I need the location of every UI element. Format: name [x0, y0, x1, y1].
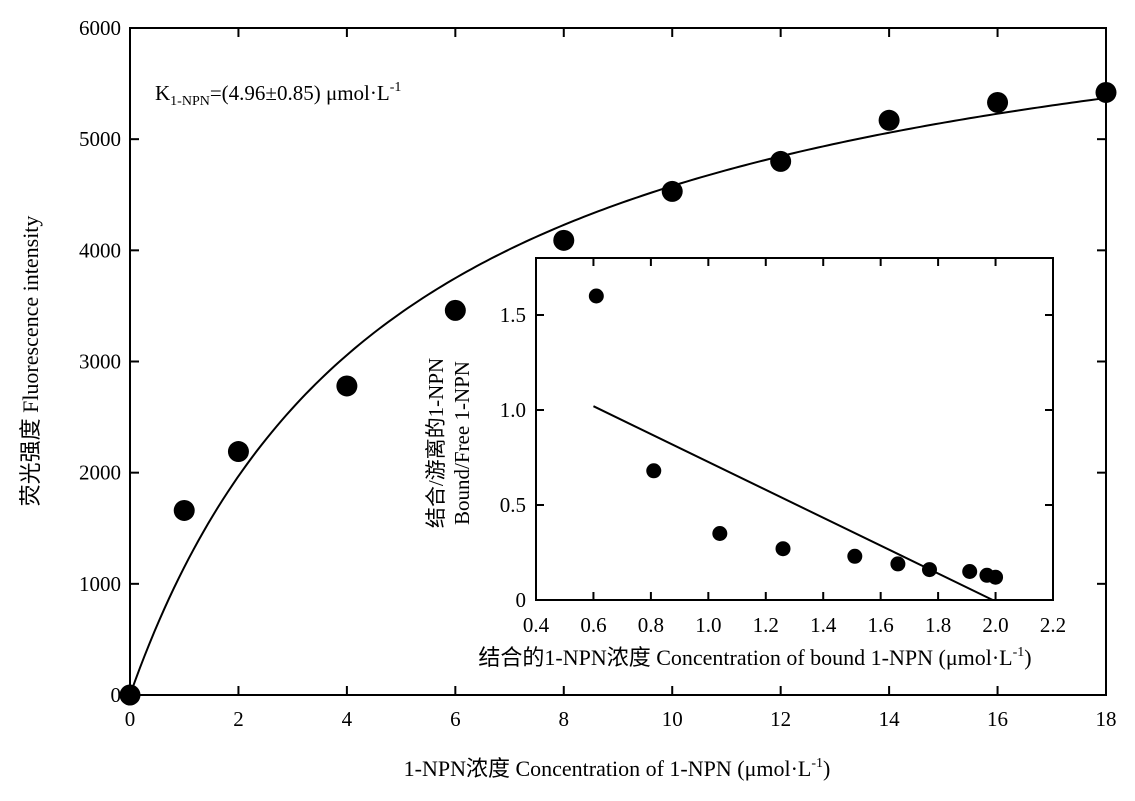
- inset-data-point: [646, 463, 662, 479]
- inset-data-point: [847, 548, 863, 564]
- inset-x-tick-label: 2.2: [1040, 613, 1066, 637]
- inset-x-tick-label: 1.4: [810, 613, 837, 637]
- k-annotation: K1-NPN=(4.96±0.85) μmol·L-1: [155, 80, 401, 109]
- k-annotation-value: =(4.96±0.85) μmol·L: [210, 81, 390, 105]
- inset-data-point: [588, 288, 604, 304]
- main-x-tick-label: 18: [1096, 707, 1117, 731]
- inset-data-point: [988, 569, 1004, 585]
- main-y-tick-label: 2000: [79, 461, 121, 485]
- main-x-tick-label: 6: [450, 707, 461, 731]
- inset-x-axis-label-sup: -1: [1013, 645, 1025, 660]
- inset-x-axis-label: 结合的1-NPN浓度 Concentration of bound 1-NPN …: [478, 645, 1031, 670]
- inset-x-axis-label-text: 结合的1-NPN浓度 Concentration of bound 1-NPN …: [478, 645, 1012, 670]
- main-x-tick-label: 4: [342, 707, 353, 731]
- main-x-tick-label: 0: [125, 707, 136, 731]
- inset-y-axis-label-line2: Bound/Free 1-NPN: [450, 361, 474, 525]
- main-x-tick-label: 10: [662, 707, 683, 731]
- inset-data-point: [890, 556, 906, 572]
- inset-plot: 0.4 0.6 0.8 1.0 1.2 1.4 1.6 1.8 2.0 2.2 0 0.5 1.0 1.5…: [424, 257, 1066, 670]
- main-x-tick-label: 2: [233, 707, 244, 731]
- main-data-point: [553, 229, 575, 251]
- inset-y-axis-label-line1: 结合/游离的1-NPN: [424, 358, 448, 528]
- main-x-axis-label-text: 1-NPN浓度 Concentration of 1-NPN (μmol·L: [404, 756, 812, 781]
- inset-plot-frame: [535, 257, 1054, 601]
- main-x-tick-label: 14: [879, 707, 901, 731]
- inset-x-tick-label: 1.6: [868, 613, 894, 637]
- inset-y-tick-label: 1.5: [500, 303, 526, 327]
- k-annotation-sub: 1-NPN: [170, 94, 210, 109]
- main-data-point: [173, 499, 195, 521]
- inset-data-point: [712, 526, 728, 541]
- inset-plot-background: [536, 258, 1053, 600]
- main-data-points: [119, 81, 1117, 706]
- main-y-tick-label: 4000: [79, 238, 121, 262]
- inset-data-point: [775, 541, 791, 557]
- main-plot: 0 2 4 6 8 10 12 14 16 18 0 1000 2000 3000 4000 5000 6000…: [18, 16, 1117, 781]
- inset-data-points: [588, 288, 1004, 585]
- main-data-point: [1095, 81, 1117, 103]
- inset-x-tick-label: 0.4: [523, 613, 550, 637]
- main-data-point: [661, 180, 683, 202]
- main-fit-curve-path: [129, 97, 1107, 696]
- inset-data-point: [962, 564, 978, 579]
- main-x-tick-label: 8: [559, 707, 570, 731]
- inset-x-tick-label: 2.0: [982, 613, 1008, 637]
- main-y-axis-label: 荧光强度 Fluorescence intensity: [18, 216, 43, 507]
- main-y-tick-label: 1000: [79, 572, 121, 596]
- main-y-tick-label: 5000: [79, 127, 121, 151]
- main-x-tick-label: 16: [987, 707, 1008, 731]
- inset-y-tick-label: 1.0: [500, 398, 526, 422]
- inset-x-tick-label: 1.2: [753, 613, 779, 637]
- main-x-axis-label: 1-NPN浓度 Concentration of 1-NPN (μmol·L-1…: [404, 756, 831, 781]
- k-annotation-sup: -1: [390, 80, 402, 95]
- inset-x-tick-label: 0.8: [638, 613, 664, 637]
- main-data-point: [987, 91, 1009, 113]
- main-ticks: 0 2 4 6 8 10 12 14 16 18 0 1000 2000 3000 4000 5000 6000: [79, 16, 1117, 731]
- main-x-axis-label-end: ): [823, 756, 830, 781]
- inset-data-point: [921, 562, 937, 578]
- inset-y-tick-label: 0.5: [500, 493, 526, 517]
- main-data-point: [227, 441, 249, 463]
- main-data-point: [119, 684, 141, 706]
- main-y-tick-label: 6000: [79, 16, 121, 40]
- main-x-axis-label-sup: -1: [811, 756, 823, 771]
- main-data-point: [444, 299, 466, 321]
- main-y-tick-label: 3000: [79, 350, 121, 374]
- main-y-tick-label: 0: [111, 683, 122, 707]
- main-data-point: [878, 109, 900, 131]
- main-data-point: [336, 375, 358, 397]
- inset-x-tick-label: 1.0: [695, 613, 721, 637]
- inset-ticks: 0.4 0.6 0.8 1.0 1.2 1.4 1.6 1.8 2.0 2.2 0 0.5 1.0 1.5: [500, 258, 1066, 637]
- main-data-point: [770, 150, 792, 172]
- inset-y-tick-label: 0: [516, 588, 527, 612]
- inset-x-tick-label: 0.6: [580, 613, 606, 637]
- main-fit-curve: [129, 97, 1107, 696]
- k-annotation-main: K: [155, 81, 170, 105]
- inset-x-tick-label: 1.8: [925, 613, 951, 637]
- inset-x-axis-label-end: ): [1024, 645, 1031, 670]
- main-x-tick-label: 12: [770, 707, 791, 731]
